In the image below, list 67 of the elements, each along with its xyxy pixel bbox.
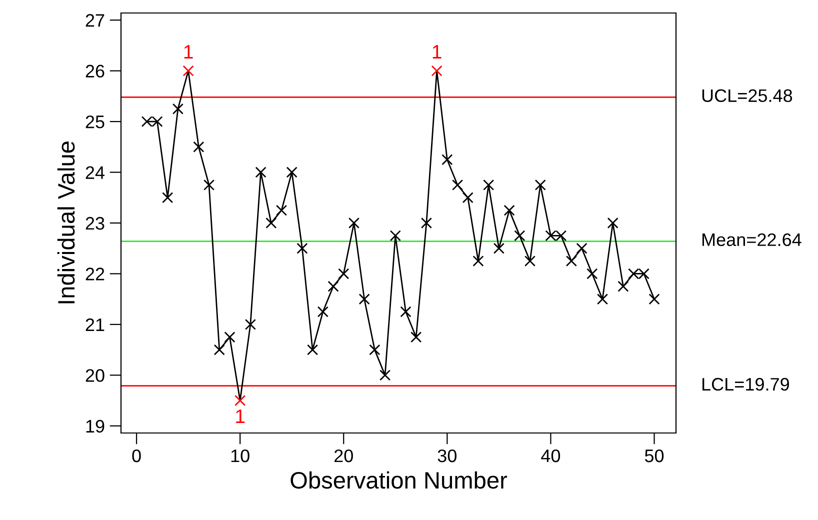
point <box>172 103 184 114</box>
point <box>483 179 494 191</box>
point <box>358 294 370 305</box>
x-tick-label: 20 <box>334 449 353 462</box>
point <box>452 179 464 191</box>
point <box>607 217 618 229</box>
point <box>431 65 442 76</box>
point <box>338 268 350 280</box>
point <box>317 306 328 318</box>
point <box>266 217 277 229</box>
point <box>224 332 236 343</box>
point <box>576 242 588 254</box>
point <box>244 318 256 330</box>
annotation: 1 <box>432 45 442 58</box>
x-tick-label: 30 <box>438 449 456 462</box>
x-tick-label: 0 <box>132 449 141 462</box>
point <box>566 255 577 267</box>
point <box>203 179 215 191</box>
y-tick-label: 22 <box>86 268 104 280</box>
x-tick-label: 50 <box>644 449 664 462</box>
y-tick-label: 26 <box>86 64 104 78</box>
y-tick-label: 25 <box>86 115 104 128</box>
point <box>255 166 266 178</box>
point <box>586 268 598 280</box>
point <box>462 192 474 204</box>
y-tick-label: 23 <box>86 216 104 230</box>
point <box>596 294 608 305</box>
point <box>524 255 536 267</box>
x-tick-label: 40 <box>541 449 560 462</box>
point <box>307 344 318 356</box>
point <box>390 230 401 242</box>
point <box>618 280 629 292</box>
ref-line-label: Mean=22.64 <box>702 233 802 246</box>
x-tick-label: 10 <box>231 449 250 462</box>
point <box>514 230 526 242</box>
y-tick-label: 27 <box>86 14 104 27</box>
point <box>410 332 422 343</box>
ref-line-label: UCL=25.48 <box>702 89 792 102</box>
point <box>369 344 380 356</box>
point <box>442 154 453 166</box>
point <box>648 294 660 305</box>
point <box>493 242 504 254</box>
point <box>328 280 339 292</box>
point <box>534 179 546 191</box>
point <box>182 65 194 76</box>
y-axis-title: Individual Value <box>57 142 75 304</box>
point <box>400 306 412 318</box>
annotation: 1 <box>236 410 245 423</box>
point <box>379 370 391 381</box>
point <box>504 204 515 216</box>
point <box>296 242 308 254</box>
annotation: 1 <box>184 45 193 58</box>
point <box>234 394 246 406</box>
y-tick-label: 24 <box>86 166 104 179</box>
point <box>162 192 174 204</box>
point <box>348 217 360 229</box>
point <box>420 217 432 229</box>
y-tick-label: 20 <box>86 369 104 382</box>
point <box>193 141 204 152</box>
y-tick-label: 21 <box>86 318 104 331</box>
point <box>286 166 298 178</box>
point <box>472 255 484 267</box>
y-tick-label: 19 <box>86 420 104 433</box>
ref-line-label: LCL=19.79 <box>702 378 789 391</box>
point <box>214 344 225 356</box>
point <box>276 204 288 216</box>
x-axis-title: Observation Number <box>290 471 508 489</box>
